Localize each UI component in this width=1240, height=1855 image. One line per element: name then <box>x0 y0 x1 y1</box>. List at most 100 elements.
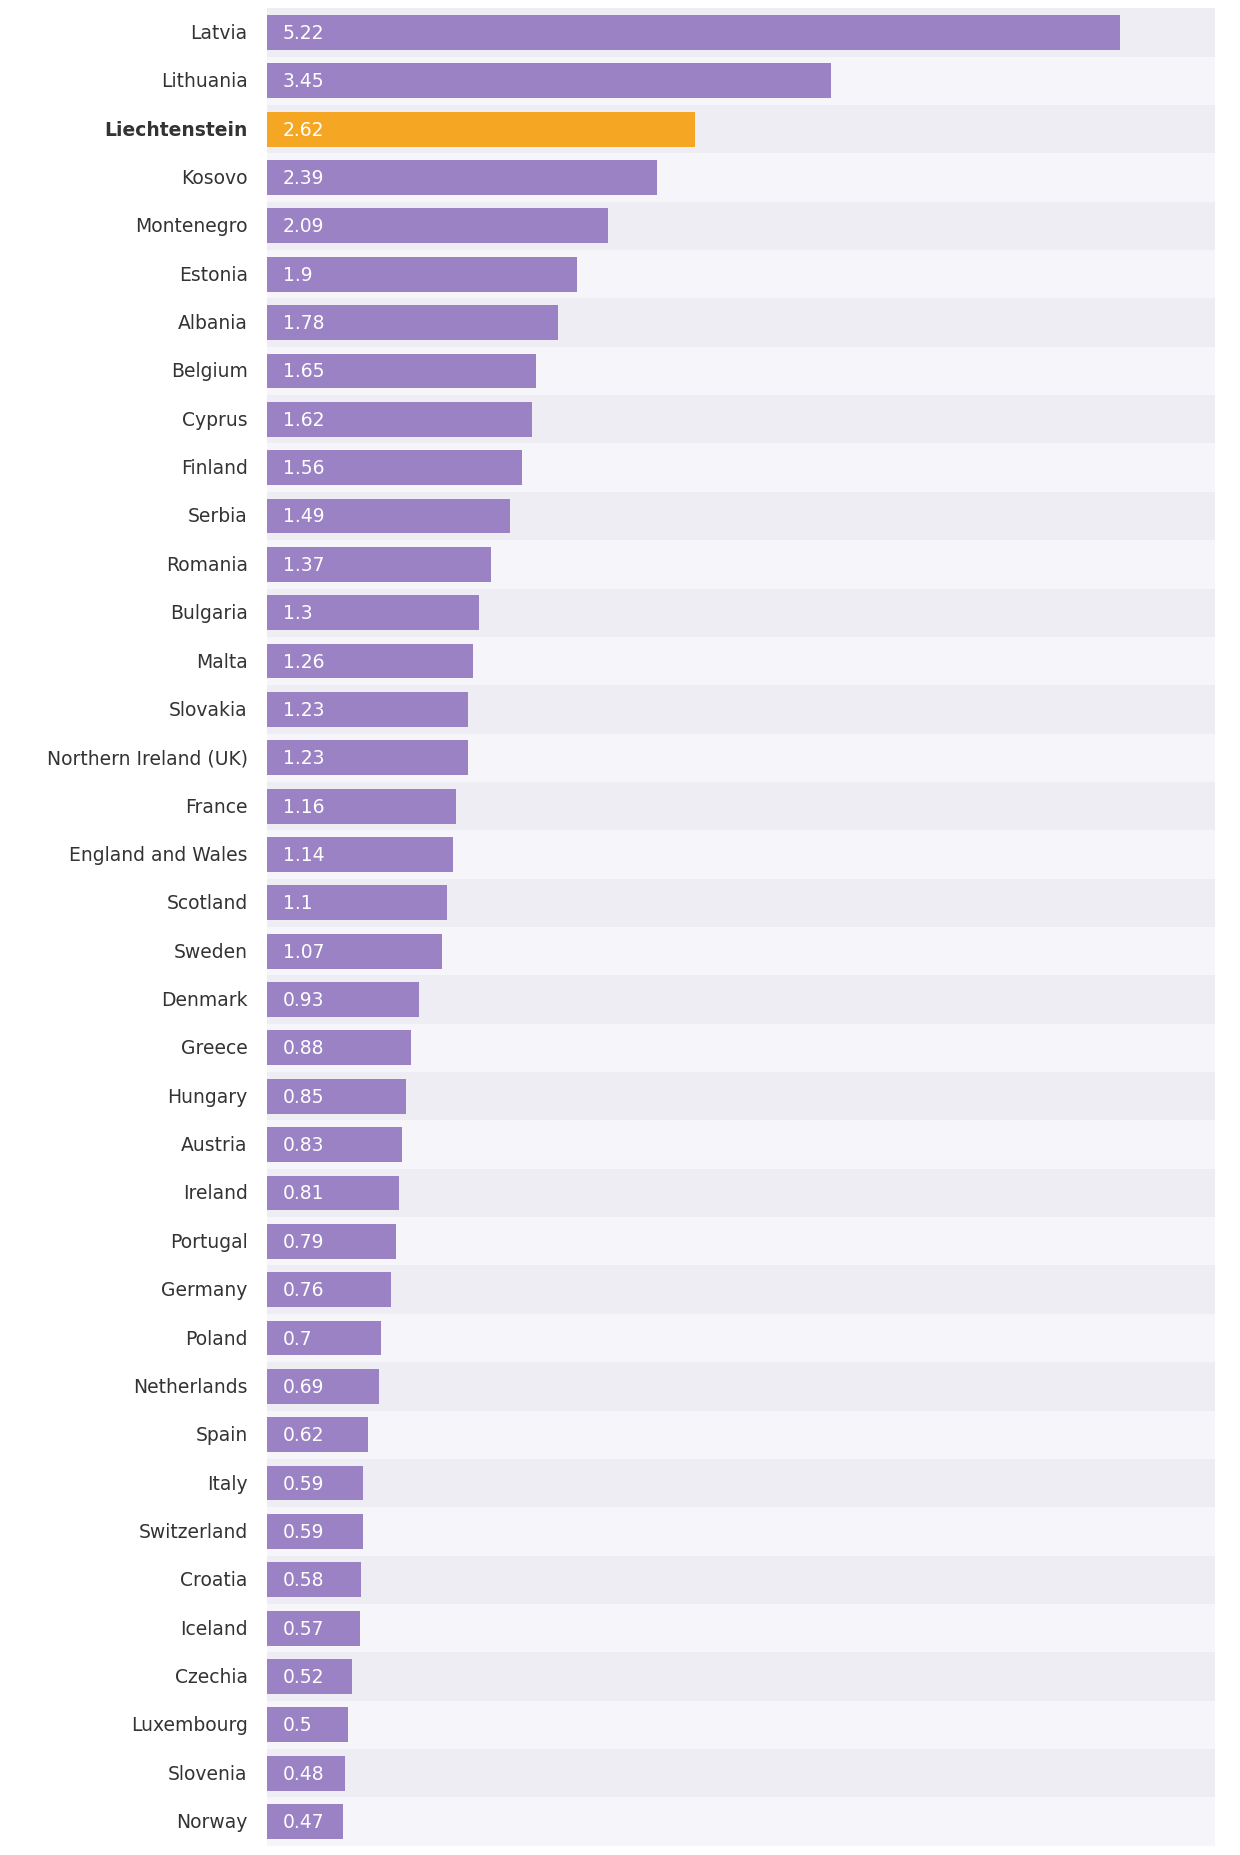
Bar <box>267 306 558 341</box>
Text: Czechia: Czechia <box>175 1668 248 1686</box>
Bar <box>267 1224 396 1260</box>
Text: Netherlands: Netherlands <box>133 1376 248 1397</box>
Text: 0.79: 0.79 <box>283 1232 325 1250</box>
Bar <box>267 1514 363 1549</box>
Text: 1.56: 1.56 <box>283 458 325 479</box>
Text: 0.52: 0.52 <box>283 1668 325 1686</box>
Text: 2.09: 2.09 <box>283 217 325 236</box>
Bar <box>267 928 1215 976</box>
Text: Sweden: Sweden <box>174 942 248 961</box>
Bar <box>267 1176 399 1211</box>
Text: 1.1: 1.1 <box>283 894 312 913</box>
Bar <box>267 451 522 486</box>
Text: Slovakia: Slovakia <box>169 701 248 720</box>
Text: 1.37: 1.37 <box>283 555 325 575</box>
Bar <box>267 161 657 197</box>
Bar <box>267 935 441 968</box>
Text: 0.88: 0.88 <box>283 1039 325 1057</box>
Bar <box>267 395 1215 443</box>
Bar <box>267 686 1215 735</box>
Text: Italy: Italy <box>207 1473 248 1493</box>
Text: 1.16: 1.16 <box>283 798 325 816</box>
Bar <box>267 783 1215 831</box>
Text: 1.26: 1.26 <box>283 653 325 672</box>
Bar <box>267 1562 362 1597</box>
Text: 0.76: 0.76 <box>283 1280 325 1300</box>
Text: 2.62: 2.62 <box>283 121 325 139</box>
Bar <box>267 1701 1215 1749</box>
Text: 0.69: 0.69 <box>283 1376 325 1397</box>
Text: Luxembourg: Luxembourg <box>130 1716 248 1734</box>
Text: 0.59: 0.59 <box>283 1523 325 1542</box>
Text: 1.9: 1.9 <box>283 265 312 284</box>
Bar <box>267 202 1215 250</box>
Bar <box>267 547 491 582</box>
Bar <box>267 1465 363 1501</box>
Bar <box>267 210 609 245</box>
Bar <box>267 1757 345 1790</box>
Text: 1.62: 1.62 <box>283 410 325 430</box>
Bar <box>267 354 537 390</box>
Text: 0.93: 0.93 <box>283 991 325 1009</box>
Text: Greece: Greece <box>181 1039 248 1057</box>
Text: 3.45: 3.45 <box>283 72 325 91</box>
Text: Montenegro: Montenegro <box>135 217 248 236</box>
Bar <box>267 1273 391 1308</box>
Text: 2.39: 2.39 <box>283 169 325 187</box>
Text: Lithuania: Lithuania <box>161 72 248 91</box>
Bar <box>267 347 1215 395</box>
Bar <box>267 1217 1215 1265</box>
Bar <box>267 58 1215 106</box>
Bar <box>267 1080 405 1115</box>
Bar <box>267 983 419 1017</box>
Text: Ireland: Ireland <box>182 1183 248 1202</box>
Bar <box>267 113 696 148</box>
Text: Portugal: Portugal <box>170 1232 248 1250</box>
Bar <box>267 403 532 438</box>
Bar <box>267 443 1215 493</box>
Bar <box>267 9 1215 58</box>
Text: Scotland: Scotland <box>166 894 248 913</box>
Bar <box>267 788 456 824</box>
Text: 1.78: 1.78 <box>283 313 325 332</box>
Bar <box>267 644 472 679</box>
Text: Kosovo: Kosovo <box>181 169 248 187</box>
Bar <box>267 1797 1215 1846</box>
Text: Bulgaria: Bulgaria <box>170 605 248 623</box>
Text: 0.62: 0.62 <box>283 1425 325 1445</box>
Text: Albania: Albania <box>177 313 248 332</box>
Text: 1.3: 1.3 <box>283 605 312 623</box>
Text: 1.23: 1.23 <box>283 749 325 768</box>
Bar <box>267 258 578 293</box>
Text: 0.5: 0.5 <box>283 1716 312 1734</box>
Bar <box>267 1120 1215 1169</box>
Bar <box>267 299 1215 347</box>
Text: Finland: Finland <box>181 458 248 479</box>
Text: Romania: Romania <box>166 555 248 575</box>
Text: Malta: Malta <box>196 653 248 672</box>
Text: Northern Ireland (UK): Northern Ireland (UK) <box>47 749 248 768</box>
Bar <box>267 65 831 98</box>
Text: Estonia: Estonia <box>179 265 248 284</box>
Bar <box>267 1412 1215 1460</box>
Bar <box>267 638 1215 686</box>
Bar <box>267 542 1215 590</box>
Text: 1.49: 1.49 <box>283 506 325 527</box>
Bar <box>267 735 1215 783</box>
Text: 0.47: 0.47 <box>283 1812 325 1831</box>
Bar <box>267 1460 1215 1508</box>
Text: Germany: Germany <box>161 1280 248 1300</box>
Text: Iceland: Iceland <box>180 1619 248 1638</box>
Bar <box>267 879 1215 928</box>
Bar <box>267 1369 379 1404</box>
Bar <box>267 250 1215 299</box>
Text: Belgium: Belgium <box>171 362 248 382</box>
Text: 0.83: 0.83 <box>283 1135 325 1154</box>
Bar <box>267 692 467 727</box>
Bar <box>267 838 453 872</box>
Text: Switzerland: Switzerland <box>139 1523 248 1542</box>
Text: France: France <box>185 798 248 816</box>
Bar <box>267 17 1121 50</box>
Text: Cyprus: Cyprus <box>182 410 248 430</box>
Text: 0.7: 0.7 <box>283 1328 312 1349</box>
